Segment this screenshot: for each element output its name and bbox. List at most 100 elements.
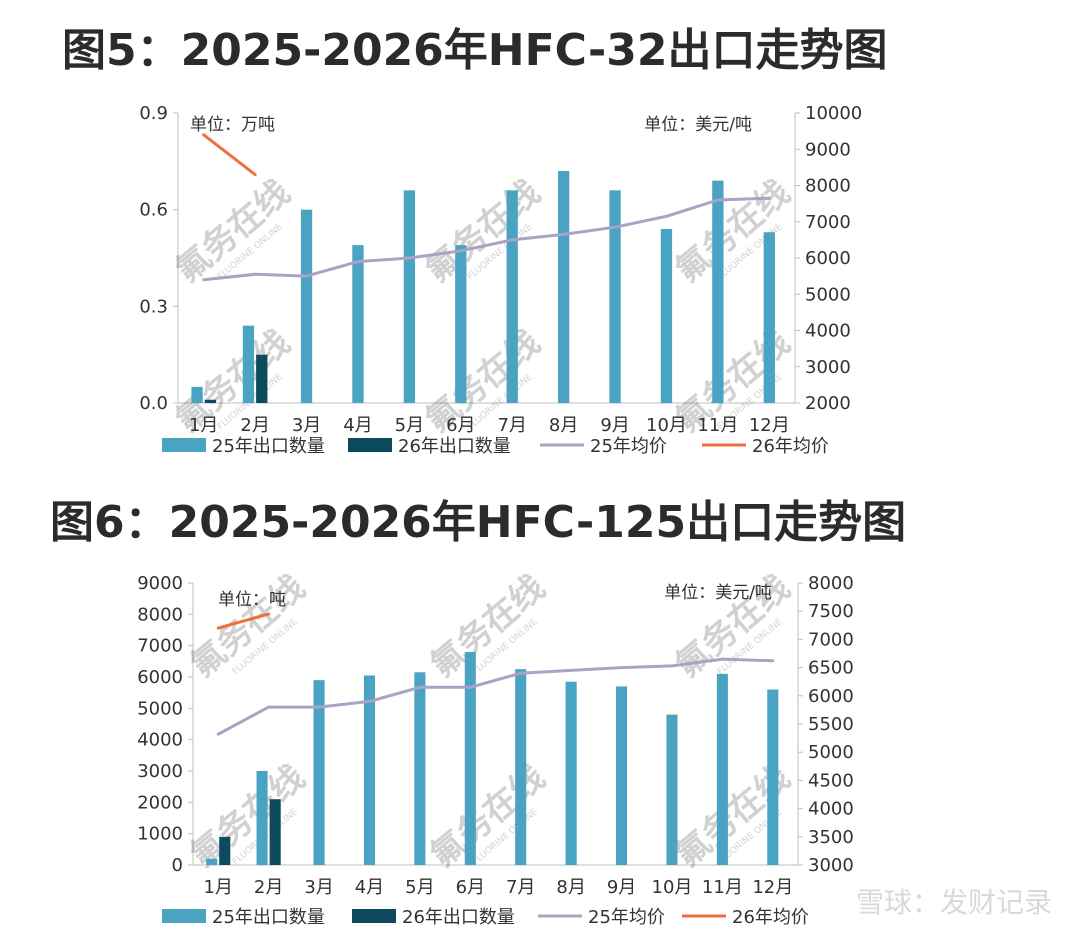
c1-bar-25-11 — [712, 180, 724, 403]
c2-left-tick-label: 3000 — [137, 761, 183, 782]
c1-category-label: 6月 — [446, 415, 475, 436]
c2-left-tick-label: 8000 — [137, 604, 183, 625]
c2-bar-25-6 — [464, 651, 476, 865]
c2-left-tick-label: 5000 — [137, 698, 183, 719]
c1-right-tick-label: 5000 — [805, 284, 851, 305]
c1-category-label: 4月 — [343, 415, 372, 436]
c2-bar-25-5 — [414, 672, 426, 865]
c2-bar-25-12 — [767, 689, 779, 865]
c1-left-tick-label: 0.6 — [139, 200, 168, 221]
hfc125-export-chart: 0 1000 2000 3000 4000 5000 6000 7000 8000 9000 300… — [137, 568, 854, 928]
c2-category-label: 9月 — [607, 877, 636, 898]
c1-category-label: 3月 — [292, 415, 321, 436]
c1-left-tick-label: 0.3 — [139, 296, 168, 317]
c2-line-26-avg-price — [216, 612, 271, 630]
c1-line-26-avg-price — [202, 133, 257, 177]
c2-left-tick-label: 1000 — [137, 824, 183, 845]
c2-right-tick-label: 7500 — [808, 601, 854, 622]
c2-bar-25-2 — [256, 771, 268, 865]
c1-legend-label-1: 25年出口数量 — [212, 436, 325, 457]
c2-left-tick-label: 7000 — [137, 636, 183, 657]
c2-right-tick-label: 3500 — [808, 827, 854, 848]
c1-category-label: 1月 — [189, 415, 218, 436]
c1-right-tick-label: 4000 — [805, 321, 851, 342]
c1-right-tick-label: 2000 — [805, 393, 851, 414]
c1-bar-25-3 — [300, 209, 313, 403]
c2-bar-25-11 — [716, 673, 728, 865]
c1-bar-25-2 — [242, 325, 255, 403]
c1-line-25-avg-price — [202, 196, 771, 282]
c1-bar-25-12 — [763, 232, 775, 403]
c2-category-label: 11月 — [702, 877, 743, 898]
c1-left-unit-label: 单位：万吨 — [190, 115, 275, 135]
c2-legend-label-4: 26年均价 — [732, 907, 809, 928]
c2-bar-25-1 — [206, 858, 218, 865]
c2-line-25-avg-price — [216, 657, 775, 736]
c1-right-tick-label: 3000 — [805, 357, 851, 378]
c2-legend-label-2: 26年出口数量 — [402, 907, 515, 928]
c2-legend-swatch-1 — [162, 909, 206, 923]
c2-right-tick-label: 7000 — [808, 629, 854, 650]
c1-category-label: 9月 — [600, 415, 629, 436]
c2-left-tick-label: 6000 — [137, 667, 183, 688]
c1-legend-swatch-2 — [348, 438, 392, 452]
xueqiu-watermark: 雪球：发财记录 — [855, 886, 1052, 919]
c2-legend-label-3: 25年均价 — [588, 907, 665, 928]
c2-left-tick-label: 2000 — [137, 792, 183, 813]
c2-category-label: 2月 — [254, 877, 283, 898]
c2-category-label: 4月 — [355, 877, 384, 898]
c1-category-label: 2月 — [240, 415, 269, 436]
c2-left-tick-label: 9000 — [137, 573, 183, 594]
c2-bar-25-9 — [615, 686, 628, 865]
c2-left-tick-label: 4000 — [137, 730, 183, 751]
c1-right-tick-label: 10000 — [805, 103, 862, 124]
c1-legend-label-3: 25年均价 — [590, 436, 667, 457]
c2-right-unit-label: 单位：美元/吨 — [664, 583, 772, 603]
c2-legend-swatch-2 — [352, 909, 396, 923]
c1-legend-swatch-1 — [162, 438, 206, 452]
c2-right-tick-label: 6000 — [808, 686, 854, 707]
c1-legend-label-2: 26年出口数量 — [398, 436, 511, 457]
c2-right-tick-label: 5000 — [808, 742, 854, 763]
c1-legend-label-4: 26年均价 — [752, 436, 829, 457]
c2-right-tick-label: 5500 — [808, 714, 854, 735]
c2-left-tick-label: 0 — [172, 855, 183, 876]
c1-left-tick-label: 0.9 — [139, 103, 168, 124]
c2-category-label: 3月 — [304, 877, 333, 898]
c2-bar-25-3 — [313, 680, 325, 865]
c1-category-label: 8月 — [549, 415, 578, 436]
chart1-heading: 图5：2025-2026年HFC-32出口走势图 — [62, 25, 888, 76]
c2-category-label: 8月 — [556, 877, 585, 898]
c2-right-tick-label: 4500 — [808, 770, 854, 791]
c2-category-label: 5月 — [405, 877, 434, 898]
c2-right-tick-label: 3000 — [808, 855, 854, 876]
c2-bar-25-8 — [565, 681, 577, 865]
c2-bar-26-2 — [269, 799, 281, 865]
c2-left-unit-label: 单位：吨 — [218, 590, 286, 610]
c2-bar-25-4 — [363, 675, 376, 865]
c2-right-tick-label: 6500 — [808, 658, 854, 679]
c1-right-unit-label: 单位：美元/吨 — [644, 115, 752, 135]
c1-bar-25-9 — [609, 190, 621, 403]
c1-bar-25-6 — [455, 245, 467, 403]
c2-category-label: 12月 — [752, 877, 793, 898]
c1-bar-25-7 — [506, 190, 518, 403]
c1-category-label: 12月 — [749, 415, 790, 436]
c1-left-tick-label: 0.0 — [139, 393, 168, 414]
c2-bar-25-10 — [666, 714, 678, 865]
c2-bar-25-7 — [515, 669, 527, 865]
c2-right-tick-label: 8000 — [808, 573, 854, 594]
c1-category-label: 7月 — [497, 415, 526, 436]
c2-category-label: 10月 — [652, 877, 693, 898]
c2-category-label: 1月 — [203, 877, 232, 898]
c1-bar-25-5 — [403, 190, 416, 403]
c1-right-tick-label: 9000 — [805, 139, 851, 160]
c1-bar-25-4 — [352, 245, 364, 403]
